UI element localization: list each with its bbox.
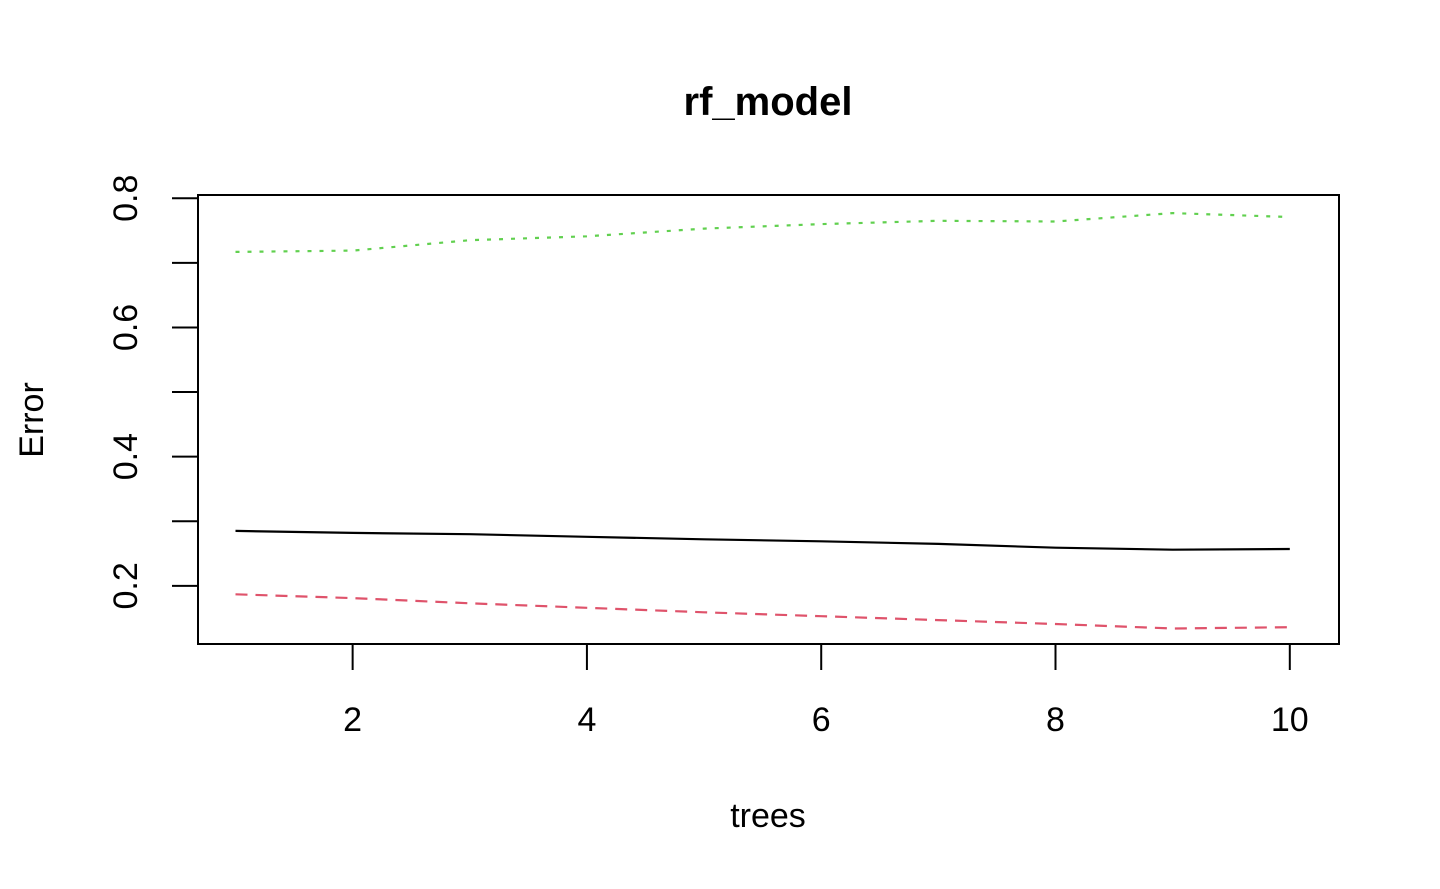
y-tick-label-0.6: 0.6 [107,304,145,351]
y-tick-label-0.4: 0.4 [107,433,145,480]
series-layer [235,212,1290,630]
x-tick-label-10: 10 [1271,701,1309,739]
x-tick-label-4: 4 [577,701,596,739]
x-axis-label: trees [730,797,806,835]
y-tick-label-0.8: 0.8 [107,175,145,222]
series-line-3 [235,212,1290,253]
y-axis: 0.2 0.4 0.6 0.8 [107,175,199,609]
x-tick-label-2: 2 [343,701,362,739]
y-tick-label-0.2: 0.2 [107,562,145,609]
plot-frame [197,194,1340,645]
x-axis: 2 4 6 8 10 [343,643,1309,739]
x-tick-label-8: 8 [1046,701,1065,739]
chart-title: rf_model [684,80,853,124]
series-line-1 [235,529,1290,551]
y-axis-label: Error [13,382,51,458]
x-tick-label-6: 6 [812,701,831,739]
series-line-2 [235,593,1290,630]
